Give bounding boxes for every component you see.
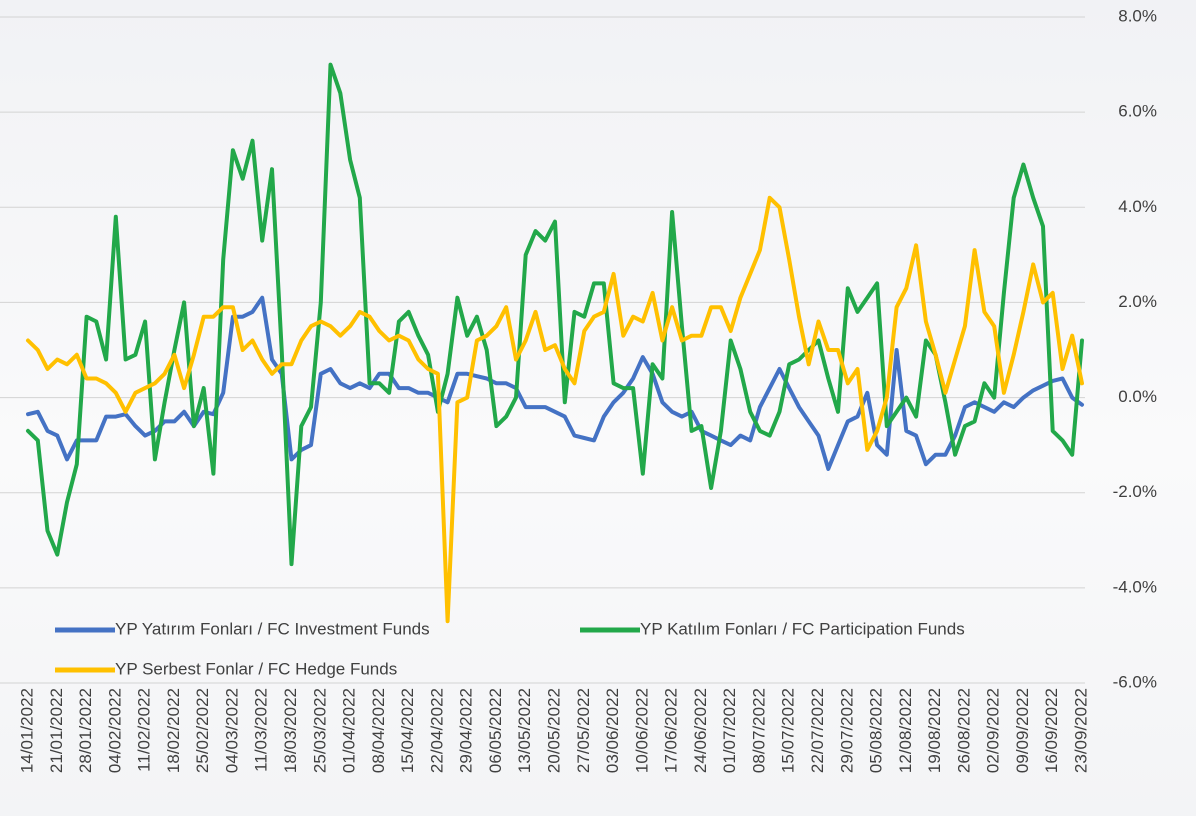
x-tick-label: 01/04/2022 bbox=[340, 688, 359, 773]
x-tick-label: 21/01/2022 bbox=[47, 688, 66, 773]
x-tick-label: 13/05/2022 bbox=[515, 688, 534, 773]
y-tick-label: -4.0% bbox=[1113, 577, 1157, 596]
x-tick-label: 04/02/2022 bbox=[105, 688, 124, 773]
x-tick-label: 27/05/2022 bbox=[574, 688, 593, 773]
series-line bbox=[26, 62, 1084, 567]
x-tick-label: 15/07/2022 bbox=[779, 688, 798, 773]
x-tick-label: 25/03/2022 bbox=[310, 688, 329, 773]
x-tick-label: 06/05/2022 bbox=[486, 688, 505, 773]
x-tick-label: 28/01/2022 bbox=[76, 688, 95, 773]
legend-item: YP Yatırım Fonları / FC Investment Funds bbox=[55, 619, 430, 638]
y-tick-label: 2.0% bbox=[1118, 292, 1157, 311]
x-tick-label: 16/09/2022 bbox=[1042, 688, 1061, 773]
x-tick-label: 01/07/2022 bbox=[720, 688, 739, 773]
x-tick-label: 11/02/2022 bbox=[135, 688, 154, 772]
legend-item: YP Serbest Fonlar / FC Hedge Funds bbox=[55, 659, 397, 678]
x-tick-label: 14/01/2022 bbox=[17, 688, 36, 773]
x-tick-label: 20/05/2022 bbox=[544, 688, 563, 773]
x-tick-label: 04/03/2022 bbox=[222, 688, 241, 773]
legend-label: YP Serbest Fonlar / FC Hedge Funds bbox=[115, 659, 397, 678]
x-tick-label: 25/02/2022 bbox=[193, 688, 212, 773]
x-tick-label: 09/09/2022 bbox=[1013, 688, 1032, 773]
legend-label: YP Yatırım Fonları / FC Investment Funds bbox=[115, 619, 430, 638]
series-line bbox=[26, 195, 1084, 624]
x-tick-label: 22/04/2022 bbox=[427, 688, 446, 773]
y-tick-label: 4.0% bbox=[1118, 197, 1157, 216]
y-tick-label: 0.0% bbox=[1118, 387, 1157, 406]
x-tick-label: 18/02/2022 bbox=[164, 688, 183, 773]
x-tick-label: 24/06/2022 bbox=[691, 688, 710, 773]
series-line bbox=[26, 295, 1084, 471]
x-tick-label: 29/07/2022 bbox=[837, 688, 856, 773]
x-tick-label: 12/08/2022 bbox=[896, 688, 915, 773]
x-tick-label: 11/03/2022 bbox=[252, 688, 271, 772]
x-tick-label: 08/07/2022 bbox=[749, 688, 768, 773]
legend-item: YP Katılım Fonları / FC Participation Fu… bbox=[580, 619, 965, 638]
legend-label: YP Katılım Fonları / FC Participation Fu… bbox=[640, 619, 965, 638]
x-tick-label: 19/08/2022 bbox=[925, 688, 944, 773]
y-tick-label: -6.0% bbox=[1113, 672, 1157, 691]
x-tick-label: 10/06/2022 bbox=[632, 688, 651, 773]
x-tick-label: 18/03/2022 bbox=[281, 688, 300, 773]
x-tick-label: 05/08/2022 bbox=[867, 688, 886, 773]
x-tick-label: 29/04/2022 bbox=[457, 688, 476, 773]
y-tick-label: 6.0% bbox=[1118, 102, 1157, 121]
y-tick-label: 8.0% bbox=[1118, 6, 1157, 25]
y-tick-label: -2.0% bbox=[1113, 482, 1157, 501]
x-tick-label: 26/08/2022 bbox=[954, 688, 973, 773]
x-tick-label: 23/09/2022 bbox=[1071, 688, 1090, 773]
x-tick-label: 02/09/2022 bbox=[984, 688, 1003, 773]
x-tick-label: 15/04/2022 bbox=[398, 688, 417, 773]
x-tick-label: 08/04/2022 bbox=[369, 688, 388, 773]
x-tick-label: 17/06/2022 bbox=[662, 688, 681, 773]
x-tick-label: 22/07/2022 bbox=[808, 688, 827, 773]
x-tick-label: 03/06/2022 bbox=[603, 688, 622, 773]
